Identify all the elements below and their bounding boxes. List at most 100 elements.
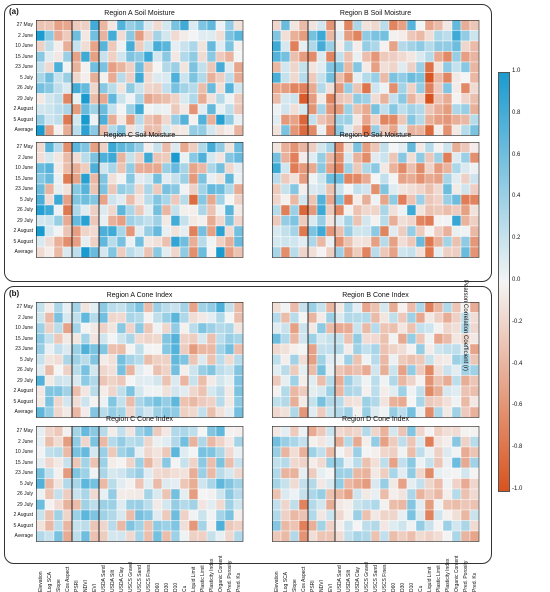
- heatmap-cell: [272, 364, 282, 376]
- heatmap-cell: [206, 194, 217, 206]
- heatmap-cell: [334, 103, 345, 115]
- heatmap-cell: [325, 142, 336, 153]
- heatmap-cell: [406, 499, 417, 511]
- heatmap-cell: [406, 20, 417, 31]
- heatmap-cell: [116, 114, 127, 126]
- heatmap-cell: [352, 246, 363, 258]
- heatmap-cell: [116, 246, 127, 258]
- row-label: 29 July: [17, 501, 33, 508]
- heatmap-cell: [98, 396, 109, 408]
- heatmap-cell: [442, 302, 453, 313]
- heatmap-cell: [469, 457, 480, 469]
- heatmap-cell: [152, 520, 163, 532]
- heatmap-cell: [469, 354, 480, 366]
- heatmap-cell: [469, 51, 480, 63]
- heatmap-cell: [44, 426, 55, 437]
- heatmap-cell: [143, 225, 154, 237]
- heatmap-cell: [116, 183, 127, 195]
- column-label: USCS Fines: [381, 563, 388, 592]
- heatmap-cell: [71, 72, 82, 84]
- heatmap-cell: [224, 478, 235, 490]
- heatmap-cell: [370, 312, 381, 324]
- heatmap-cell: [272, 322, 282, 334]
- heatmap-cell: [415, 302, 426, 313]
- heatmap-cell: [289, 114, 300, 126]
- heatmap-cell: [334, 457, 345, 469]
- heatmap-cell: [451, 152, 462, 164]
- heatmap-cell: [197, 530, 208, 542]
- heatmap-cell: [307, 312, 318, 324]
- heatmap-cell: [36, 173, 46, 185]
- heatmap-cell: [451, 457, 462, 469]
- column-label: Plastic Limit: [435, 564, 442, 592]
- row-label: 10 June: [15, 165, 33, 171]
- heatmap-cell: [44, 142, 55, 153]
- heatmap-cell: [80, 333, 91, 345]
- heatmap-cell: [152, 61, 163, 73]
- panel-title: Region A Soil Moisture: [104, 10, 175, 17]
- heatmap-cell: [469, 302, 480, 313]
- heatmap-cell: [206, 51, 217, 63]
- heatmap-cell: [98, 152, 109, 164]
- heatmap-cell: [188, 215, 199, 227]
- heatmap-cell: [71, 173, 82, 185]
- heatmap-cell: [352, 114, 363, 126]
- heatmap-cell: [272, 530, 282, 542]
- heatmap-cell: [325, 93, 336, 105]
- heatmap-cell: [433, 396, 444, 408]
- heatmap-cell: [233, 246, 244, 258]
- heatmap-cell: [406, 375, 417, 387]
- heatmap-cell: [170, 225, 181, 237]
- heatmap-cell: [161, 30, 172, 42]
- heatmap-cell: [451, 302, 462, 313]
- heatmap-cell: [179, 30, 190, 42]
- heatmap-cell: [215, 375, 226, 387]
- heatmap-cell: [62, 343, 73, 355]
- heatmap-cell: [370, 103, 381, 115]
- heatmap-cell: [370, 225, 381, 237]
- heatmap-cell: [36, 312, 46, 324]
- heatmap-cell: [89, 312, 100, 324]
- heatmap-cell: [98, 51, 109, 63]
- heatmap-cell: [197, 142, 208, 153]
- heatmap-cell: [370, 385, 381, 397]
- heatmap-cell: [224, 82, 235, 94]
- heatmap-cell: [433, 385, 444, 397]
- heatmap-cell: [424, 322, 435, 334]
- heatmap-cell: [36, 194, 46, 206]
- group-b-frame: [4, 286, 492, 564]
- heatmap-cell: [188, 488, 199, 500]
- heatmap-cell: [379, 385, 390, 397]
- heatmap-cell: [98, 93, 109, 105]
- heatmap-cell: [170, 457, 181, 469]
- heatmap-cell: [397, 467, 408, 479]
- heatmap-cell: [36, 520, 46, 532]
- heatmap-cell: [424, 152, 435, 164]
- heatmap-cell: [98, 385, 109, 397]
- heatmap-cell: [71, 20, 82, 31]
- heatmap-cell: [280, 40, 291, 52]
- column-label: USDA Clay: [118, 566, 125, 592]
- heatmap-cell: [272, 142, 282, 153]
- heatmap-cell: [206, 173, 217, 185]
- heatmap-cell: [388, 61, 399, 73]
- heatmap-cell: [188, 162, 199, 174]
- column-label: Pred. Ks: [235, 572, 242, 592]
- heatmap-cell: [415, 215, 426, 227]
- heatmap-cell: [197, 354, 208, 366]
- heatmap-cell: [370, 354, 381, 366]
- heatmap-cell: [307, 194, 318, 206]
- heatmap-cell: [107, 93, 118, 105]
- heatmap-cell: [379, 488, 390, 500]
- heatmap-cell: [334, 509, 345, 521]
- heatmap-cell: [224, 488, 235, 500]
- heatmap-cell: [44, 364, 55, 376]
- heatmap-cell: [36, 375, 46, 387]
- heatmap-cell: [62, 20, 73, 31]
- heatmap-cell: [215, 20, 226, 31]
- heatmap-cell: [379, 51, 390, 63]
- heatmap-cell: [143, 322, 154, 334]
- heatmap-cell: [433, 51, 444, 63]
- heatmap-cell: [298, 385, 309, 397]
- heatmap-cell: [116, 509, 127, 521]
